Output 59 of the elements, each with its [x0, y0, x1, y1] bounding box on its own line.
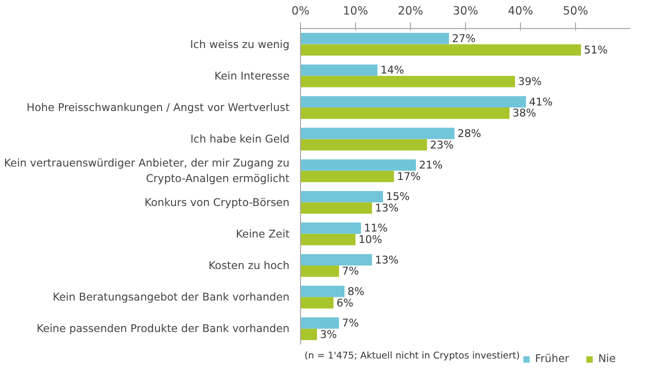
bar — [300, 297, 334, 309]
x-tick-label: 0% — [292, 4, 310, 18]
text: (n = 1'475; Aktuell nicht in Cryptos investiert) — [304, 350, 520, 362]
y-tick-label: Kein Beratungsangebot der Bank vorhanden — [52, 290, 290, 304]
x-tick-label: 50% — [562, 4, 588, 18]
data-label: 6% — [336, 296, 354, 310]
data-label: 7% — [342, 316, 359, 330]
data-label: 8% — [348, 284, 364, 298]
bar — [300, 76, 515, 88]
bar — [300, 317, 339, 329]
bar — [300, 128, 454, 140]
data-label: 51% — [584, 43, 608, 56]
data-label: 39% — [518, 75, 542, 88]
bar — [300, 222, 361, 234]
y-tick-label: Hohe Preisschwankungen / Angst vor Wertverlust — [26, 101, 290, 114]
bar — [300, 286, 344, 298]
data-label: 3% — [320, 328, 337, 341]
bar — [300, 96, 526, 108]
data-label: 17% — [397, 170, 421, 183]
data-label: 10% — [358, 233, 382, 246]
legend-label: Früher — [535, 352, 570, 365]
data-label: 13% — [375, 253, 399, 266]
x-tick-label: 10% — [342, 4, 368, 18]
bar — [300, 159, 416, 171]
data-label: 13% — [375, 202, 399, 215]
bar — [300, 108, 510, 119]
bar — [300, 32, 449, 44]
bar — [300, 202, 372, 214]
bar — [300, 44, 581, 56]
data-label: 11% — [364, 222, 388, 235]
x-tick-label: 30% — [452, 4, 478, 18]
data-label: 7% — [342, 264, 359, 278]
y-tick-label: Kein Interesse — [214, 69, 290, 82]
y-tick-label: Kosten zu hoch — [208, 259, 290, 272]
y-tick-label: Konkurs von Crypto-Börsen — [144, 196, 290, 209]
data-label: 38% — [512, 106, 536, 120]
data-label: 28% — [458, 126, 482, 140]
bar — [300, 64, 378, 76]
data-label: 21% — [419, 158, 443, 172]
data-label: 41% — [529, 95, 553, 108]
x-tick-label: 40% — [508, 4, 534, 18]
bar — [300, 139, 427, 150]
legend-label: Nie — [598, 352, 617, 365]
x-tick-label: 20% — [398, 4, 424, 18]
y-tick-label: Keine passenden Produkte der Bank vorhanden — [36, 322, 290, 336]
bar — [300, 234, 356, 246]
y-tick-label: Ich weiss zu wenig — [190, 38, 290, 51]
y-tick-label: Keine Zeit — [236, 227, 290, 240]
data-label: 27% — [452, 32, 476, 46]
bar — [300, 254, 372, 266]
bar — [300, 170, 394, 182]
bar — [300, 266, 339, 277]
data-label: 14% — [380, 64, 404, 77]
bar — [300, 328, 317, 340]
y-tick-label: Ich habe kein Geld — [190, 132, 290, 146]
data-label: 15% — [386, 190, 410, 204]
y-tick-label: Kein vertrauenswürdiger Anbieter, der mir Zugang zu Crypto-Analgen ermöglicht — [4, 156, 290, 186]
data-label: 23% — [430, 138, 454, 152]
bar — [300, 190, 383, 202]
